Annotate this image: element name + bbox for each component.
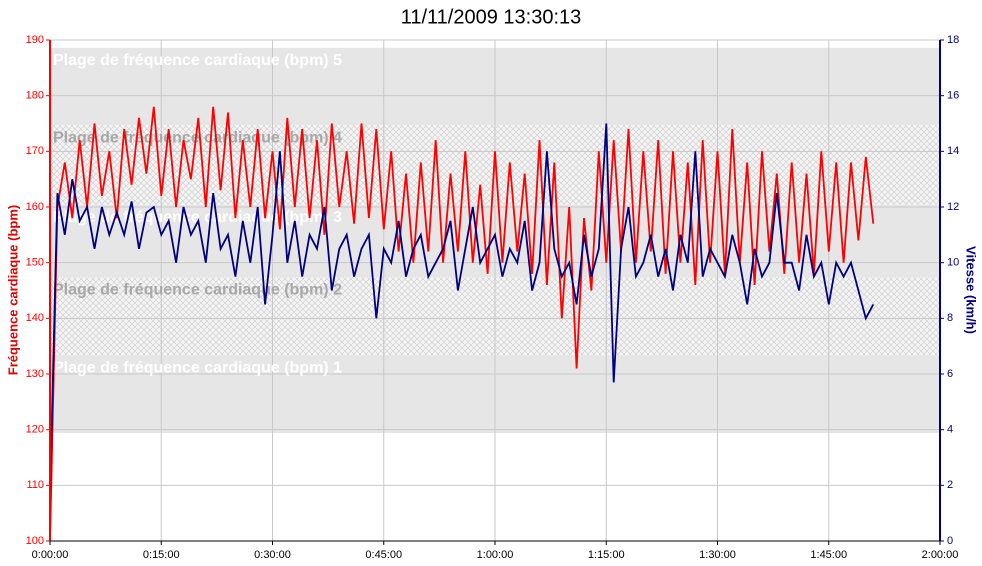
x-tick-label: 2:00:00 xyxy=(922,549,959,561)
y2-tick-label: 14 xyxy=(947,145,959,157)
y2-tick-label: 10 xyxy=(947,257,959,269)
y2-tick-label: 8 xyxy=(947,312,953,324)
y2-tick-label: 16 xyxy=(947,90,959,102)
y2-axis-label: Vitesse (km/h) xyxy=(964,246,979,334)
y-tick-label: 190 xyxy=(26,34,44,46)
zone-label: Plage de fréquence cardiaque (bpm) 1 xyxy=(53,359,342,376)
y-axis-label: Fréquence cardiaque (bpm) xyxy=(5,205,20,375)
zone-label: Plage de fréquence cardiaque (bpm) 2 xyxy=(53,281,342,298)
y2-tick-label: 4 xyxy=(947,424,953,436)
series-line xyxy=(49,123,875,500)
y2-tick-label: 12 xyxy=(947,201,959,213)
y2-tick-label: 0 xyxy=(947,535,953,547)
x-tick-label: 1:30:00 xyxy=(699,549,736,561)
x-tick-label: 0:00:00 xyxy=(32,549,69,561)
x-tick-label: 0:15:00 xyxy=(143,549,180,561)
y2-tick-label: 18 xyxy=(947,34,959,46)
zone-label: Plage de fréquence cardiaque (bpm) 3 xyxy=(53,209,342,226)
y-tick-label: 130 xyxy=(26,368,44,380)
x-tick-label: 0:45:00 xyxy=(365,549,402,561)
y-tick-label: 140 xyxy=(26,312,44,324)
y2-tick-label: 2 xyxy=(947,479,953,491)
series-line xyxy=(49,106,875,542)
x-tick-label: 1:00:00 xyxy=(477,549,514,561)
x-tick-label: 0:30:00 xyxy=(254,549,291,561)
x-tick-label: 1:45:00 xyxy=(810,549,847,561)
x-tick-label: 1:15:00 xyxy=(588,549,625,561)
y-tick-label: 160 xyxy=(26,201,44,213)
y2-tick-label: 6 xyxy=(947,368,953,380)
chart-title: 11/11/2009 13:30:13 xyxy=(401,6,582,28)
y-tick-label: 100 xyxy=(26,535,44,547)
zone-label: Plage de fréquence cardiaque (bpm) 5 xyxy=(53,52,342,69)
y-tick-label: 180 xyxy=(26,90,44,102)
y-tick-label: 170 xyxy=(26,145,44,157)
y-tick-label: 120 xyxy=(26,424,44,436)
y-tick-label: 150 xyxy=(26,257,44,269)
y-tick-label: 110 xyxy=(26,479,44,491)
